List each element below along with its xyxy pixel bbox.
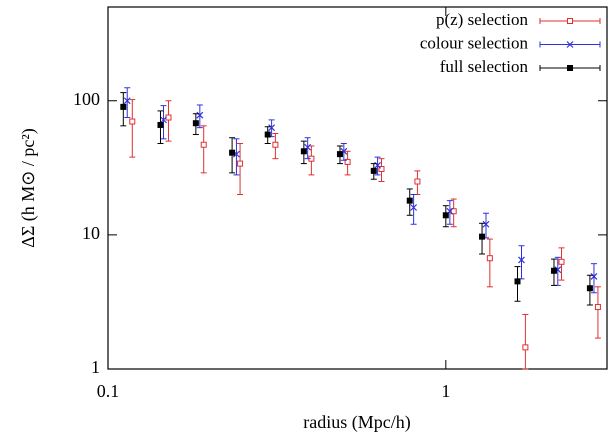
point <box>378 165 385 172</box>
x-axis-label: radius (Mpc/h) <box>303 412 410 433</box>
plot-frame <box>107 6 608 370</box>
point <box>229 149 236 156</box>
point <box>450 208 457 215</box>
point <box>566 41 574 48</box>
point <box>522 344 529 351</box>
point <box>518 256 525 264</box>
point <box>192 120 199 127</box>
y-tick-label: 1 <box>91 357 100 377</box>
point <box>414 178 421 185</box>
point <box>157 121 164 128</box>
point <box>336 151 343 158</box>
point <box>406 197 413 204</box>
legend-label: p(z) selection <box>436 10 529 29</box>
y-tick-label: 100 <box>73 89 100 109</box>
point <box>200 141 207 148</box>
point <box>479 233 486 240</box>
point <box>160 116 167 124</box>
point <box>196 111 204 119</box>
point <box>550 267 557 274</box>
legend-label: full selection <box>440 57 529 76</box>
point <box>237 160 244 167</box>
point <box>120 103 127 110</box>
y-axis-label: ΔΣ (h M⊙ / pc²) <box>18 128 39 248</box>
point <box>514 278 521 285</box>
point <box>558 258 565 265</box>
point <box>442 212 449 219</box>
point <box>129 118 136 125</box>
x-tick-label: 0.1 <box>97 381 120 401</box>
point <box>300 148 307 155</box>
point <box>486 255 493 262</box>
point <box>567 18 573 24</box>
point <box>410 204 418 211</box>
point <box>370 167 377 174</box>
point <box>586 285 593 292</box>
point <box>272 141 279 148</box>
point <box>123 97 131 105</box>
x-tick-label: 1 <box>441 381 450 401</box>
point <box>594 303 601 310</box>
legend-label: colour selection <box>420 33 529 52</box>
y-tick-label: 10 <box>82 223 100 243</box>
point <box>268 124 276 132</box>
point <box>590 273 598 280</box>
point <box>344 158 351 165</box>
point <box>264 131 271 138</box>
point <box>567 65 573 71</box>
point <box>482 220 490 228</box>
